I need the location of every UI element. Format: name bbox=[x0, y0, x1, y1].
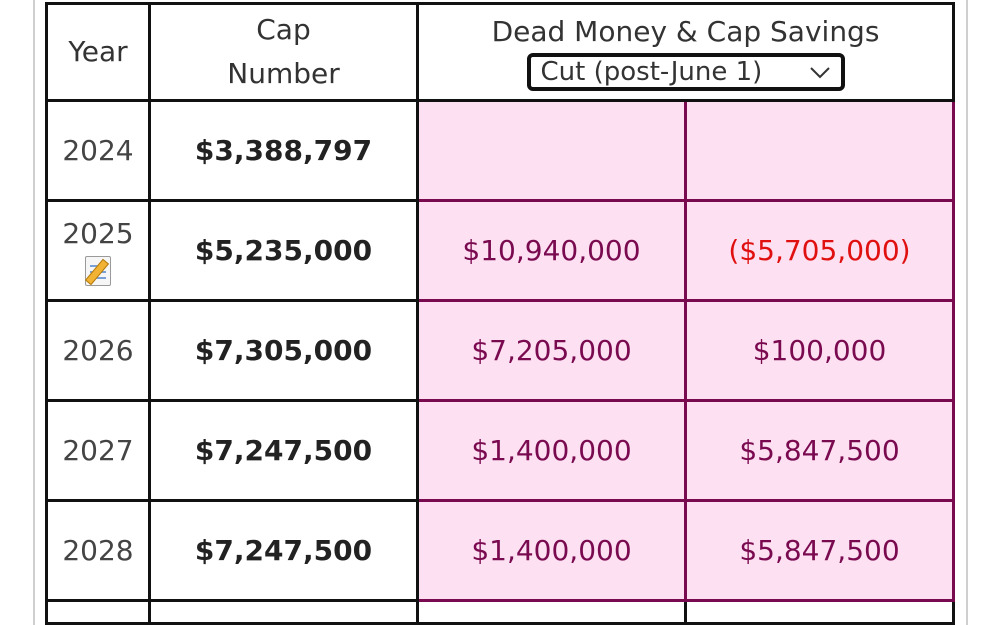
scenario-select[interactable]: Cut (post-June 1) bbox=[526, 53, 845, 91]
table-row-partial bbox=[45, 599, 955, 625]
dead-money-cell: $10,940,000 bbox=[416, 199, 687, 302]
cap-number-cell: $7,247,500 bbox=[148, 499, 419, 602]
cap-savings-cell: $100,000 bbox=[684, 299, 955, 402]
cap-savings-cell: $5,847,500 bbox=[684, 399, 955, 502]
cap-number-header: Cap Number bbox=[148, 2, 419, 102]
cap-number-cell: $7,247,500 bbox=[148, 399, 419, 502]
cap-table: Year Cap Number Dead Money & Cap Savings… bbox=[45, 2, 955, 625]
cap-savings-cell: $5,847,500 bbox=[684, 499, 955, 602]
table-row: 2028 $7,247,500 $1,400,000 $5,847,500 bbox=[45, 499, 955, 602]
dead-money-header: Dead Money & Cap Savings Cut (post-June … bbox=[416, 2, 955, 102]
scenario-select-value: Cut (post-June 1) bbox=[540, 57, 763, 87]
cap-savings-cell bbox=[684, 599, 955, 625]
dead-money-cell bbox=[416, 99, 687, 202]
header-row: Year Cap Number Dead Money & Cap Savings… bbox=[45, 2, 955, 102]
year-header: Year bbox=[45, 2, 151, 102]
cap-number-cell: $7,305,000 bbox=[148, 299, 419, 402]
year-cell: 2024 bbox=[45, 99, 151, 202]
year-cell bbox=[45, 599, 151, 625]
cap-number-cell: $3,388,797 bbox=[148, 99, 419, 202]
cap-savings-cell: ($5,705,000) bbox=[684, 199, 955, 302]
table-row: 2025 $5,235,000 $10,940,000 ($5,705,000) bbox=[45, 199, 955, 302]
year-cell: 2026 bbox=[45, 299, 151, 402]
memo-icon[interactable] bbox=[83, 254, 113, 286]
table-row: 2026 $7,305,000 $7,205,000 $100,000 bbox=[45, 299, 955, 402]
cap-number-cell: $5,235,000 bbox=[148, 199, 419, 302]
cap-number-header-line2: Number bbox=[227, 57, 340, 90]
year-cell: 2025 bbox=[45, 199, 151, 302]
cap-number-cell bbox=[148, 599, 419, 625]
left-page-border bbox=[33, 0, 35, 625]
chevron-down-icon bbox=[809, 57, 831, 87]
dead-money-header-label: Dead Money & Cap Savings bbox=[491, 15, 880, 48]
dead-money-cell: $1,400,000 bbox=[416, 499, 687, 602]
cap-number-header-line1: Cap bbox=[256, 13, 311, 46]
right-page-border bbox=[966, 0, 968, 625]
table-row: 2024 $3,388,797 bbox=[45, 99, 955, 202]
year-label: 2025 bbox=[62, 216, 134, 250]
dead-money-cell: $7,205,000 bbox=[416, 299, 687, 402]
cap-savings-cell bbox=[684, 99, 955, 202]
year-header-label: Year bbox=[68, 35, 128, 68]
year-cell: 2028 bbox=[45, 499, 151, 602]
year-cell: 2027 bbox=[45, 399, 151, 502]
dead-money-cell bbox=[416, 599, 687, 625]
table-row: 2027 $7,247,500 $1,400,000 $5,847,500 bbox=[45, 399, 955, 502]
dead-money-cell: $1,400,000 bbox=[416, 399, 687, 502]
